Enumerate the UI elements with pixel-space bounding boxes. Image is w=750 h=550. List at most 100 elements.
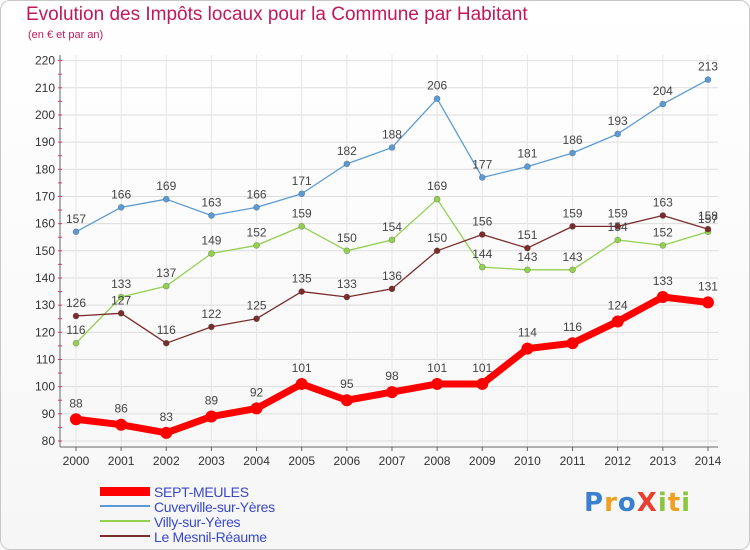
data-label-villy-sur-yeres: 157 <box>698 212 718 226</box>
y-tick-label: 100 <box>35 380 55 394</box>
data-label-le-mesnil-reaume: 122 <box>201 307 221 321</box>
data-point-sept-meules <box>295 377 308 390</box>
data-point-villy-sur-yeres <box>117 293 125 301</box>
data-label-le-mesnil-reaume: 156 <box>472 215 492 229</box>
data-point-le-mesnil-reaume <box>253 315 260 323</box>
data-label-cuverville-sur-yeres: 163 <box>201 195 221 209</box>
data-label-cuverville-sur-yeres: 157 <box>66 212 86 226</box>
data-point-cuverville-sur-yeres <box>162 195 170 203</box>
data-label-cuverville-sur-yeres: 213 <box>698 60 718 74</box>
legend-label: Le Mesnil-Réaume <box>154 529 267 545</box>
data-point-sept-meules <box>340 394 353 407</box>
data-point-cuverville-sur-yeres <box>343 160 351 168</box>
y-tick-label: 140 <box>35 271 55 285</box>
data-label-cuverville-sur-yeres: 206 <box>427 79 447 93</box>
x-tick-label: 2014 <box>695 454 722 468</box>
x-tick-label: 2003 <box>198 454 225 468</box>
data-label-le-mesnil-reaume: 127 <box>111 293 131 307</box>
data-point-cuverville-sur-yeres <box>433 95 441 102</box>
data-label-le-mesnil-reaume: 136 <box>382 269 402 283</box>
x-tick-label: 2006 <box>333 454 360 468</box>
data-point-cuverville-sur-yeres <box>659 100 667 108</box>
data-point-villy-sur-yeres <box>253 242 260 249</box>
data-point-sept-meules <box>385 386 398 399</box>
x-tick-label: 2009 <box>469 454 496 468</box>
data-point-le-mesnil-reaume <box>433 247 441 255</box>
data-label-cuverville-sur-yeres: 182 <box>337 144 357 158</box>
data-point-le-mesnil-reaume <box>208 323 215 331</box>
data-label-sept-meules: 124 <box>608 298 628 312</box>
data-point-villy-sur-yeres <box>162 282 170 290</box>
logo-letter: o <box>617 488 637 518</box>
data-point-le-mesnil-reaume <box>72 312 80 320</box>
data-label-sept-meules: 98 <box>385 369 399 383</box>
y-tick-label: 80 <box>42 434 56 448</box>
data-label-villy-sur-yeres: 116 <box>66 323 85 337</box>
data-point-villy-sur-yeres <box>524 266 531 274</box>
data-label-le-mesnil-reaume: 159 <box>608 206 628 220</box>
data-point-villy-sur-yeres <box>72 339 80 347</box>
data-point-cuverville-sur-yeres <box>117 204 125 211</box>
data-label-villy-sur-yeres: 143 <box>563 250 583 264</box>
data-label-cuverville-sur-yeres: 171 <box>292 174 312 188</box>
data-label-sept-meules: 131 <box>698 279 718 293</box>
data-label-cuverville-sur-yeres: 204 <box>653 84 673 98</box>
data-label-sept-meules: 101 <box>292 361 312 375</box>
data-point-le-mesnil-reaume <box>614 223 621 230</box>
data-point-le-mesnil-reaume <box>343 293 351 301</box>
data-point-le-mesnil-reaume <box>478 231 486 238</box>
y-tick-label: 130 <box>35 298 55 312</box>
data-label-villy-sur-yeres: 149 <box>201 234 221 248</box>
x-tick-label: 2000 <box>63 454 90 468</box>
logo-letter: X <box>636 488 658 518</box>
data-label-villy-sur-yeres: 152 <box>247 225 267 239</box>
data-point-sept-meules <box>611 315 624 328</box>
data-labels: 157 166 169 163 166 171 182 188 206 177 181 186 193 2… <box>66 60 718 424</box>
data-label-le-mesnil-reaume: 125 <box>247 299 267 313</box>
data-point-sept-meules <box>160 426 173 439</box>
data-point-le-mesnil-reaume <box>162 339 170 347</box>
data-label-villy-sur-yeres: 154 <box>608 220 628 234</box>
data-point-sept-meules <box>656 290 669 303</box>
data-point-villy-sur-yeres <box>208 250 215 257</box>
x-tick-label: 2005 <box>288 454 315 468</box>
data-label-cuverville-sur-yeres: 188 <box>382 128 402 142</box>
grid <box>60 55 718 447</box>
data-label-sept-meules: 89 <box>205 394 219 408</box>
data-point-le-mesnil-reaume <box>388 285 396 293</box>
data-point-villy-sur-yeres <box>478 263 486 271</box>
data-label-le-mesnil-reaume: 126 <box>66 296 86 310</box>
data-label-le-mesnil-reaume: 158 <box>698 209 718 223</box>
data-label-sept-meules: 116 <box>563 320 582 334</box>
x-tick-label: 2007 <box>379 454 406 468</box>
data-point-sept-meules <box>476 377 489 390</box>
logo-letter: i <box>657 488 668 518</box>
logo-letter: P <box>584 488 605 518</box>
legend-label: SEPT-MEULES <box>154 484 249 500</box>
x-tick-label: 2011 <box>560 454 586 468</box>
y-tick-label: 200 <box>35 108 55 122</box>
y-tick-label: 210 <box>35 81 55 95</box>
logo-letter: i <box>681 488 692 518</box>
x-tick-label: 2010 <box>514 454 541 468</box>
data-point-sept-meules <box>521 342 534 355</box>
data-point-cuverville-sur-yeres <box>524 163 531 170</box>
data-point-le-mesnil-reaume <box>569 223 576 230</box>
data-point-sept-meules <box>701 296 714 309</box>
data-label-sept-meules: 83 <box>160 410 174 424</box>
data-point-cuverville-sur-yeres <box>388 144 396 151</box>
data-label-sept-meules: 88 <box>69 396 83 410</box>
y-tick-label: 190 <box>35 135 55 149</box>
y-tick-label: 170 <box>35 189 55 203</box>
legend-swatch <box>100 520 150 522</box>
data-point-villy-sur-yeres <box>433 195 441 203</box>
chart-title: Evolution des Impôts locaux pour la Comm… <box>26 4 528 25</box>
data-label-sept-meules: 101 <box>427 361 447 375</box>
data-point-cuverville-sur-yeres <box>72 228 80 236</box>
data-point-villy-sur-yeres <box>388 236 396 244</box>
data-point-sept-meules <box>250 402 263 415</box>
data-label-cuverville-sur-yeres: 193 <box>608 114 628 128</box>
data-label-le-mesnil-reaume: 159 <box>563 206 583 220</box>
data-label-sept-meules: 101 <box>472 361 492 375</box>
